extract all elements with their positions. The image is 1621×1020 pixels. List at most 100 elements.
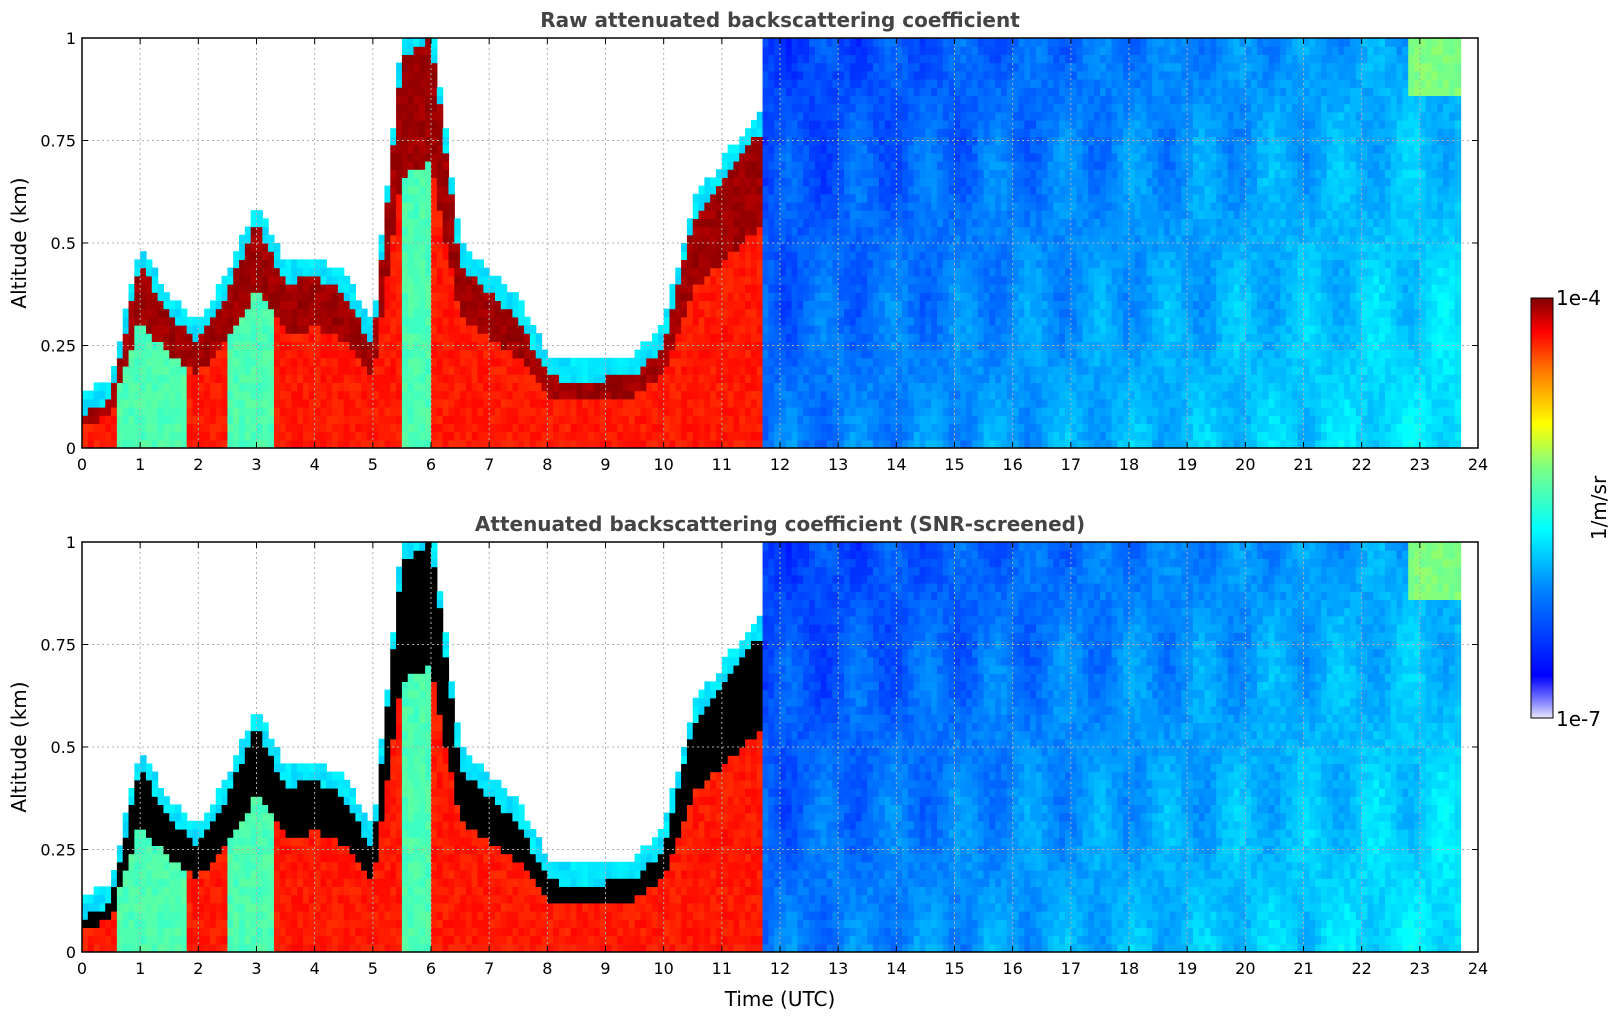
- heatmap-cell: [942, 152, 950, 162]
- heatmap-cell: [931, 316, 938, 326]
- heatmap-cell: [960, 103, 967, 113]
- heatmap-cell: [948, 62, 956, 72]
- heatmap-cell: [588, 423, 595, 433]
- heatmap-cell: [204, 415, 211, 424]
- heatmap-cell: [442, 325, 450, 334]
- heatmap-cell: [942, 390, 950, 400]
- heatmap-cell: [273, 382, 281, 392]
- heatmap-cell: [273, 333, 281, 342]
- heatmap-cell: [111, 366, 118, 375]
- heatmap-cell: [861, 439, 868, 448]
- heatmap-cell: [995, 95, 1002, 105]
- heatmap-cell: [721, 415, 729, 424]
- heatmap-cell: [902, 259, 909, 269]
- heatmap-cell: [465, 300, 473, 310]
- heatmap-cell: [617, 398, 624, 408]
- heatmap-cell: [233, 357, 240, 367]
- heatmap-cell: [907, 218, 915, 228]
- heatmap-cell: [431, 70, 438, 80]
- heatmap-cell: [611, 374, 618, 383]
- heatmap-cell: [273, 415, 281, 424]
- heatmap-cell: [1001, 177, 1008, 187]
- heatmap-cell: [762, 292, 769, 301]
- heatmap-cell: [780, 259, 787, 269]
- heatmap-cell: [209, 407, 217, 416]
- heatmap-cell: [227, 357, 234, 367]
- heatmap-cell: [1006, 366, 1014, 375]
- heatmap-cell: [524, 431, 531, 441]
- heatmap-cell: [465, 341, 473, 351]
- heatmap-cell: [873, 267, 880, 277]
- heatmap-cell: [873, 79, 880, 88]
- heatmap-cell: [233, 259, 240, 269]
- heatmap-cell: [861, 128, 868, 137]
- heatmap-cell: [843, 128, 851, 137]
- heatmap-cell: [878, 423, 886, 433]
- heatmap-cell: [861, 292, 868, 301]
- heatmap-cell: [907, 120, 915, 129]
- heatmap-cell: [966, 267, 973, 277]
- heatmap-cell: [791, 234, 799, 244]
- heatmap-cell: [1018, 357, 1025, 367]
- heatmap-cell: [413, 202, 420, 211]
- heatmap-cell: [873, 46, 880, 55]
- heatmap-cell: [239, 333, 246, 342]
- heatmap-cell: [925, 251, 932, 260]
- heatmap-cell: [122, 374, 130, 383]
- heatmap-cell: [692, 423, 700, 433]
- heatmap-cell: [477, 407, 484, 416]
- heatmap-cell: [966, 292, 973, 301]
- heatmap-cell: [1006, 152, 1014, 162]
- heatmap-cell: [966, 218, 973, 228]
- heatmap-cell: [256, 439, 263, 448]
- heatmap-cell: [692, 234, 700, 244]
- heatmap-cell: [948, 415, 956, 424]
- heatmap-cell: [803, 390, 810, 400]
- heatmap-cell: [1018, 423, 1025, 433]
- heatmap-cell: [1001, 341, 1008, 351]
- heatmap-cell: [605, 415, 612, 424]
- heatmap-cell: [768, 103, 775, 113]
- heatmap-cell: [180, 415, 188, 424]
- heatmap-cell: [809, 169, 816, 178]
- heatmap-cell: [279, 390, 287, 400]
- heatmap-cell: [716, 415, 723, 424]
- heatmap-cell: [512, 357, 519, 367]
- heatmap-cell: [425, 70, 432, 80]
- heatmap-cell: [140, 439, 147, 448]
- heatmap-cell: [244, 423, 252, 433]
- heatmap-cell: [303, 316, 310, 326]
- heatmap-cell: [925, 210, 932, 219]
- heatmap-cell: [768, 169, 775, 178]
- heatmap-cell: [640, 439, 647, 448]
- heatmap-cell: [314, 357, 322, 367]
- heatmap-cell: [832, 70, 839, 80]
- heatmap-cell: [314, 333, 322, 342]
- heatmap-cell: [588, 398, 595, 408]
- heatmap-cell: [907, 46, 915, 55]
- heatmap-cell: [954, 38, 961, 47]
- heatmap-cell: [803, 308, 810, 318]
- heatmap-cell: [401, 284, 409, 293]
- heatmap-cell: [250, 259, 258, 269]
- heatmap-cell: [145, 308, 153, 318]
- heatmap-cell: [971, 308, 979, 318]
- heatmap-cell: [785, 87, 793, 96]
- heatmap-cell: [436, 128, 444, 137]
- heatmap-cell: [407, 284, 415, 293]
- heatmap-cell: [733, 161, 740, 170]
- heatmap-cell: [268, 292, 275, 301]
- heatmap-cell: [803, 374, 810, 383]
- heatmap-cell: [128, 300, 135, 310]
- heatmap-cell: [448, 431, 455, 441]
- heatmap-cell: [884, 431, 892, 441]
- heatmap-cell: [925, 185, 932, 195]
- heatmap-cell: [942, 128, 950, 137]
- heatmap-cell: [710, 251, 717, 260]
- heatmap-cell: [273, 431, 281, 441]
- heatmap-cell: [838, 259, 845, 269]
- heatmap-cell: [913, 193, 921, 203]
- heatmap-cell: [180, 398, 188, 408]
- heatmap-cell: [710, 185, 717, 195]
- heatmap-cell: [314, 398, 322, 408]
